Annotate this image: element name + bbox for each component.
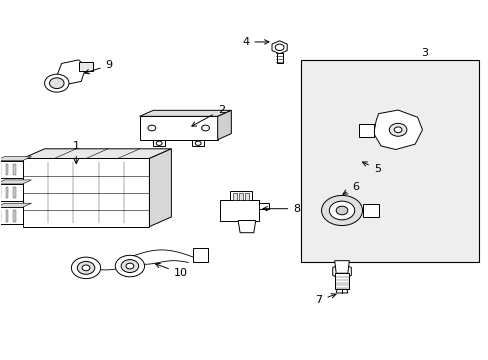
Circle shape [275,44,284,50]
Polygon shape [22,158,149,226]
Circle shape [329,201,354,220]
Polygon shape [140,116,217,140]
Polygon shape [0,187,1,198]
Polygon shape [13,187,16,198]
Polygon shape [5,187,8,198]
Circle shape [195,141,201,145]
Polygon shape [229,191,251,201]
Circle shape [321,195,362,226]
Polygon shape [239,193,243,201]
Circle shape [335,206,347,215]
Polygon shape [0,163,1,175]
Text: 10: 10 [155,263,187,278]
Circle shape [121,260,139,273]
Polygon shape [373,110,422,149]
Polygon shape [335,289,347,293]
Polygon shape [13,163,16,175]
Circle shape [44,74,69,92]
Polygon shape [0,210,1,222]
Text: 5: 5 [362,162,380,174]
Circle shape [115,255,144,277]
Text: 4: 4 [242,37,268,47]
Circle shape [148,125,156,131]
Polygon shape [0,157,31,161]
Circle shape [388,123,406,136]
Polygon shape [0,184,22,201]
Bar [300,60,478,262]
Text: 7: 7 [315,294,335,305]
Text: 8: 8 [263,204,300,214]
Text: 2: 2 [191,105,224,126]
Circle shape [156,141,162,145]
Text: 1: 1 [73,141,80,163]
Circle shape [126,263,134,269]
Polygon shape [192,140,203,146]
Polygon shape [0,161,22,178]
Polygon shape [334,273,348,289]
Polygon shape [259,203,268,209]
Polygon shape [0,180,31,184]
Circle shape [49,78,64,89]
Text: 6: 6 [342,182,358,194]
Polygon shape [276,53,282,63]
Polygon shape [22,149,171,158]
Polygon shape [149,149,171,226]
Polygon shape [245,193,249,201]
Polygon shape [220,201,259,221]
Polygon shape [5,210,8,222]
Polygon shape [232,193,236,201]
Polygon shape [362,204,378,217]
Polygon shape [238,221,255,233]
Circle shape [201,125,209,131]
Circle shape [71,257,101,279]
Polygon shape [0,203,31,207]
Circle shape [82,265,90,271]
Polygon shape [13,210,16,222]
Text: 9: 9 [84,60,112,74]
Circle shape [77,261,95,274]
Text: 3: 3 [421,48,427,58]
Polygon shape [217,110,231,140]
Polygon shape [5,163,8,175]
Polygon shape [358,125,373,137]
Polygon shape [271,41,286,54]
Polygon shape [193,248,207,262]
Circle shape [393,127,401,133]
Polygon shape [57,60,86,85]
Polygon shape [0,207,22,225]
Polygon shape [140,110,231,116]
Polygon shape [79,62,93,71]
Polygon shape [334,261,348,273]
Polygon shape [332,264,350,279]
Polygon shape [153,140,164,146]
